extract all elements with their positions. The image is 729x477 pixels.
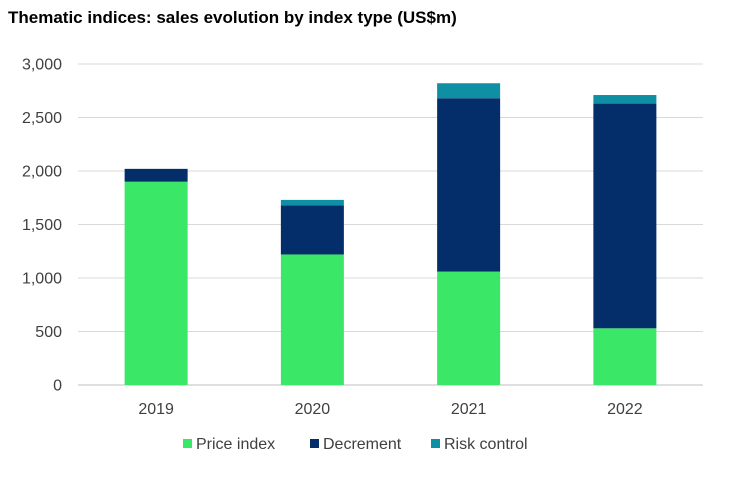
bar-segment (124, 181, 188, 385)
legend-label: Decrement (323, 436, 402, 453)
bar-segment (593, 103, 657, 329)
x-tick-label: 2020 (295, 401, 331, 418)
bar-segment (280, 254, 344, 385)
bar-segment (437, 98, 501, 272)
legend: Price index Decrement Risk control (183, 436, 528, 453)
legend-item: Risk control (431, 436, 528, 453)
legend-item: Price index (183, 436, 275, 453)
y-tick-label: 0 (53, 378, 62, 395)
bars (124, 83, 657, 385)
y-axis-tick-labels: 0 500 1,000 1,500 2,000 2,500 3,000 (22, 57, 62, 395)
legend-swatch (310, 439, 319, 448)
y-tick-label: 500 (35, 324, 62, 341)
bar-segment (437, 271, 501, 385)
legend-swatch (183, 439, 192, 448)
x-tick-label: 2019 (138, 401, 174, 418)
y-tick-label: 2,500 (22, 110, 62, 127)
legend-label: Price index (196, 436, 275, 453)
bar-segment (280, 205, 344, 255)
y-tick-label: 1,500 (22, 217, 62, 234)
chart-title: Thematic indices: sales evolution by ind… (8, 8, 457, 27)
legend-swatch (431, 439, 440, 448)
bar-segment (280, 199, 344, 206)
x-tick-label: 2022 (607, 401, 643, 418)
y-tick-label: 2,000 (22, 164, 62, 181)
y-tick-label: 1,000 (22, 271, 62, 288)
y-tick-label: 3,000 (22, 57, 62, 74)
bar-segment (437, 83, 501, 99)
legend-item: Decrement (310, 436, 402, 453)
bar-segment (593, 328, 657, 385)
bar-segment (593, 95, 657, 104)
x-axis-tick-labels: 2019 2020 2021 2022 (138, 401, 642, 418)
x-tick-label: 2021 (451, 401, 487, 418)
legend-label: Risk control (444, 436, 528, 453)
bar-segment (124, 168, 188, 182)
